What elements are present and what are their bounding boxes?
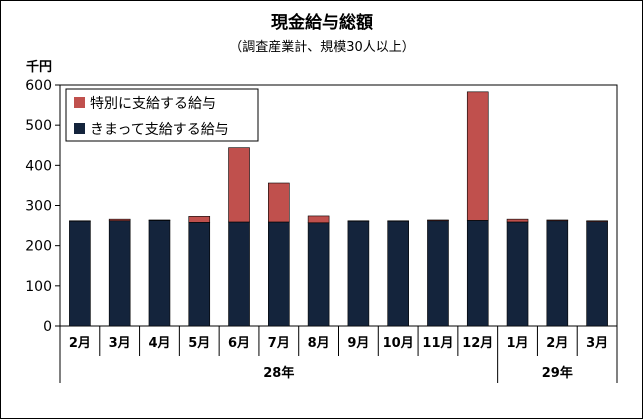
bar-special-pay xyxy=(546,219,569,222)
legend-swatch-regular xyxy=(74,123,85,134)
bar-special-pay xyxy=(108,218,131,222)
chart-title: 現金給与総額 xyxy=(271,12,373,33)
bars xyxy=(69,91,608,327)
bar-regular-pay xyxy=(506,221,529,327)
x-tick-label: 10月 xyxy=(383,336,414,351)
x-tick-label: 1月 xyxy=(507,336,529,351)
bar-regular-pay xyxy=(427,220,449,327)
legend-box xyxy=(65,88,259,142)
bar-regular-pay xyxy=(347,220,370,327)
y-tick-label: 500 xyxy=(25,118,52,134)
y-axis-unit: 千円 xyxy=(26,59,52,75)
x-tick-label: 8月 xyxy=(308,336,330,351)
bar-special-pay xyxy=(188,216,211,223)
bar-special-pay xyxy=(427,219,449,222)
x-tick-label: 3月 xyxy=(586,336,608,351)
x-tick-label: 7月 xyxy=(268,336,290,351)
y-axis: 0 100 200 300 400 500 600 xyxy=(25,78,60,335)
legend-swatch-special xyxy=(74,97,85,108)
bar-regular-pay xyxy=(188,222,211,327)
bar-regular-pay xyxy=(586,221,608,327)
y-tick-label: 600 xyxy=(25,78,52,94)
legend-label-regular: きまって支給する給与 xyxy=(90,122,229,138)
chart-subtitle: （調査産業計、規模30人以上） xyxy=(229,39,415,55)
x-axis: 2月 3月 4月 5月 6月 7月 8月 9月 10月 11月 12月 1月 2月 3月 28年 29年 xyxy=(59,326,618,383)
y-tick-label: 300 xyxy=(25,199,52,215)
bar-special-pay xyxy=(268,182,290,223)
bar-special-pay xyxy=(506,218,529,223)
bar-special-pay xyxy=(586,220,608,222)
bar-special-pay xyxy=(307,215,330,224)
bar-special-pay xyxy=(228,147,250,223)
x-tick-label: 12月 xyxy=(462,336,493,351)
bar-regular-pay xyxy=(546,220,569,327)
x-tick-label: 9月 xyxy=(347,336,369,351)
x-tick-label: 4月 xyxy=(148,336,170,351)
legend: 特別に支給する給与 きまって支給する給与 xyxy=(65,88,259,142)
year-label: 28年 xyxy=(263,365,294,381)
bar-regular-pay xyxy=(108,220,131,327)
legend-label-special: 特別に支給する給与 xyxy=(90,96,216,112)
bar-regular-pay xyxy=(148,220,171,327)
x-tick-label: 2月 xyxy=(546,336,568,351)
y-tick-label: 0 xyxy=(43,319,52,335)
y-tick-label: 400 xyxy=(25,158,52,174)
bar-regular-pay xyxy=(387,220,409,327)
bar-special-pay xyxy=(466,91,489,221)
x-tick-label: 6月 xyxy=(228,336,250,351)
x-tick-label: 11月 xyxy=(422,336,453,351)
y-tick-label: 100 xyxy=(25,279,52,295)
bar-regular-pay xyxy=(307,222,330,327)
bar-regular-pay xyxy=(268,221,290,327)
bar-regular-pay xyxy=(69,220,91,327)
bar-regular-pay xyxy=(466,220,489,327)
y-tick-label: 200 xyxy=(25,239,52,255)
year-label: 29年 xyxy=(542,365,573,381)
x-tick-label: 2月 xyxy=(69,336,91,351)
x-tick-label: 5月 xyxy=(188,336,210,351)
bar-regular-pay xyxy=(228,221,250,327)
x-tick-label: 3月 xyxy=(109,336,131,351)
